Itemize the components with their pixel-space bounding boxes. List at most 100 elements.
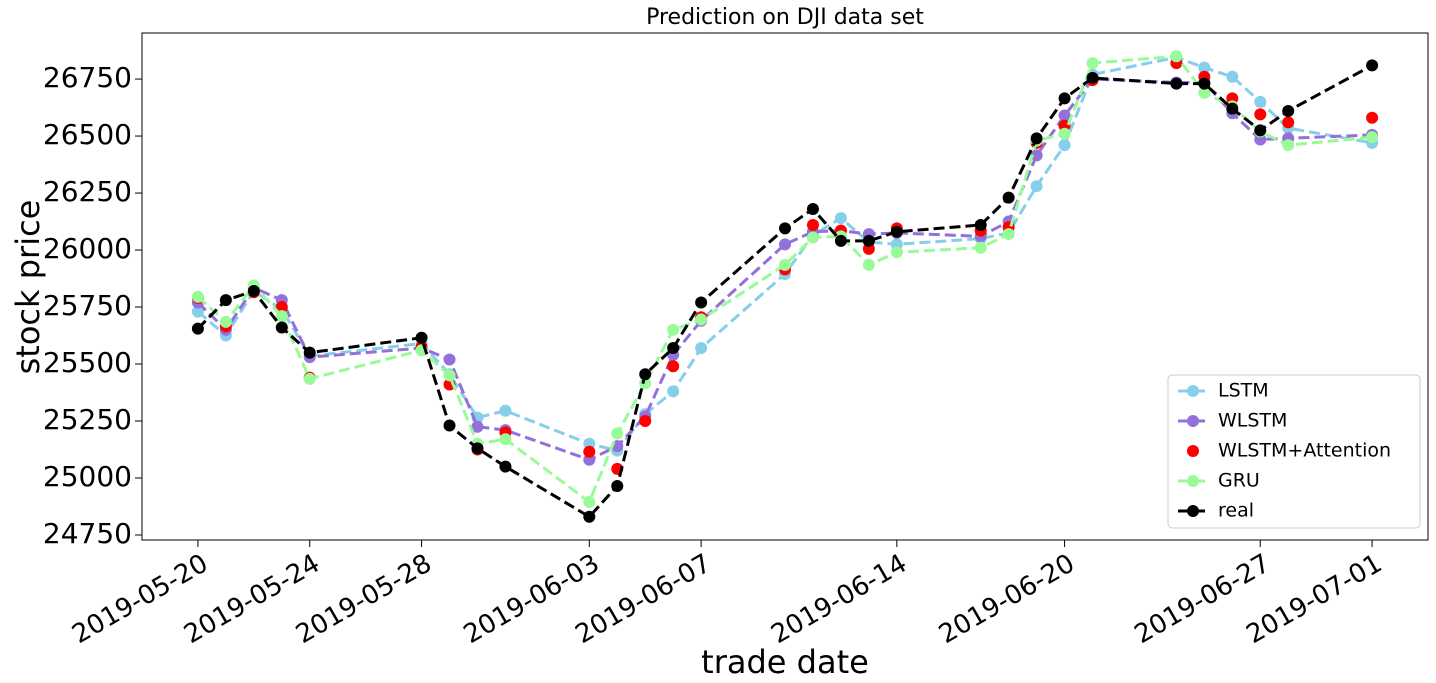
data-point — [1282, 116, 1295, 129]
data-point — [639, 368, 652, 381]
data-point — [862, 234, 875, 247]
data-point — [303, 346, 316, 359]
data-point — [443, 353, 456, 366]
y-tick-label: 26250 — [43, 175, 132, 208]
data-point — [499, 460, 512, 473]
data-point — [415, 331, 428, 344]
data-point — [1366, 131, 1379, 144]
x-axis-label: trade date — [701, 643, 869, 681]
data-point — [1058, 92, 1071, 105]
data-point — [191, 322, 204, 335]
data-point — [1030, 180, 1043, 193]
data-point — [275, 301, 288, 314]
y-tick-label: 26000 — [43, 232, 132, 265]
data-point — [834, 212, 847, 225]
data-point — [806, 202, 819, 215]
data-point — [443, 369, 456, 382]
data-point — [779, 222, 791, 235]
data-point — [191, 305, 204, 318]
data-point — [1198, 77, 1211, 90]
plot-frame — [141, 32, 1429, 541]
data-point — [890, 225, 903, 238]
x-tick-label: 2019-06-14 — [766, 549, 912, 651]
data-point — [1282, 104, 1295, 117]
legend-label: LSTM — [1218, 380, 1269, 402]
data-point — [667, 342, 680, 355]
data-point — [611, 479, 624, 492]
data-point — [695, 342, 708, 355]
legend-marker — [1187, 385, 1199, 397]
data-point — [1030, 132, 1043, 145]
legend-label: GRU — [1218, 470, 1260, 492]
data-point — [583, 445, 596, 458]
y-tick-label: 26500 — [43, 118, 132, 151]
data-point — [667, 385, 680, 398]
chart-title: Prediction on DJI data set — [646, 5, 924, 30]
series-line — [196, 54, 1373, 505]
data-point — [639, 415, 652, 428]
y-axis-label: stock price — [9, 200, 47, 375]
y-tick-label: 25500 — [43, 346, 132, 379]
y-tick-label: 26750 — [43, 61, 132, 94]
data-point — [779, 238, 791, 251]
data-point — [1226, 102, 1239, 115]
y-tick-label: 25250 — [43, 403, 132, 436]
legend-label: WLSTM+Attention — [1218, 440, 1391, 462]
data-point — [667, 360, 680, 373]
y-tick-label: 25750 — [43, 289, 132, 322]
data-point — [611, 427, 624, 440]
legend-marker — [1187, 475, 1199, 487]
legend-box — [1167, 374, 1421, 529]
data-point — [1002, 228, 1015, 241]
data-point — [695, 313, 708, 326]
data-point — [1002, 191, 1015, 204]
data-point — [806, 218, 819, 231]
data-point — [806, 231, 819, 244]
data-point — [1058, 139, 1071, 152]
data-point — [695, 296, 708, 309]
legend-label: real — [1218, 500, 1254, 522]
data-point — [667, 323, 680, 336]
data-point — [219, 315, 232, 328]
data-point — [1198, 86, 1211, 99]
y-tick-label: 25000 — [43, 460, 132, 493]
data-point — [275, 310, 288, 323]
legend-marker — [1187, 415, 1199, 427]
data-point — [1254, 95, 1267, 108]
data-point — [1366, 59, 1379, 72]
data-point — [471, 442, 484, 455]
data-point — [1058, 109, 1071, 122]
data-point — [1254, 108, 1267, 121]
data-point — [1226, 70, 1239, 83]
data-point — [499, 433, 512, 446]
data-point — [443, 419, 456, 432]
data-point — [1254, 124, 1267, 137]
data-point — [499, 404, 512, 417]
data-point — [191, 290, 204, 303]
y-tick-label: 24750 — [43, 517, 132, 550]
data-point — [219, 294, 232, 307]
data-point — [1058, 127, 1071, 140]
legend-label: WLSTM — [1218, 410, 1287, 432]
data-point — [275, 321, 288, 334]
data-point — [1030, 149, 1043, 162]
data-point — [1170, 50, 1183, 63]
data-point — [1198, 61, 1211, 74]
data-point — [1170, 77, 1183, 90]
data-point — [1086, 57, 1099, 70]
data-point — [303, 372, 316, 385]
data-point — [1086, 71, 1099, 84]
x-tick-label: 2019-06-20 — [934, 549, 1080, 651]
data-point — [247, 285, 260, 298]
legend-marker — [1187, 445, 1199, 457]
data-point — [974, 218, 987, 231]
legend-marker — [1187, 505, 1199, 517]
data-point — [583, 510, 596, 523]
data-point — [862, 258, 875, 271]
data-point — [834, 234, 847, 247]
data-point — [1282, 139, 1295, 152]
data-point — [779, 258, 791, 271]
data-point — [974, 241, 987, 254]
data-point — [890, 246, 903, 259]
